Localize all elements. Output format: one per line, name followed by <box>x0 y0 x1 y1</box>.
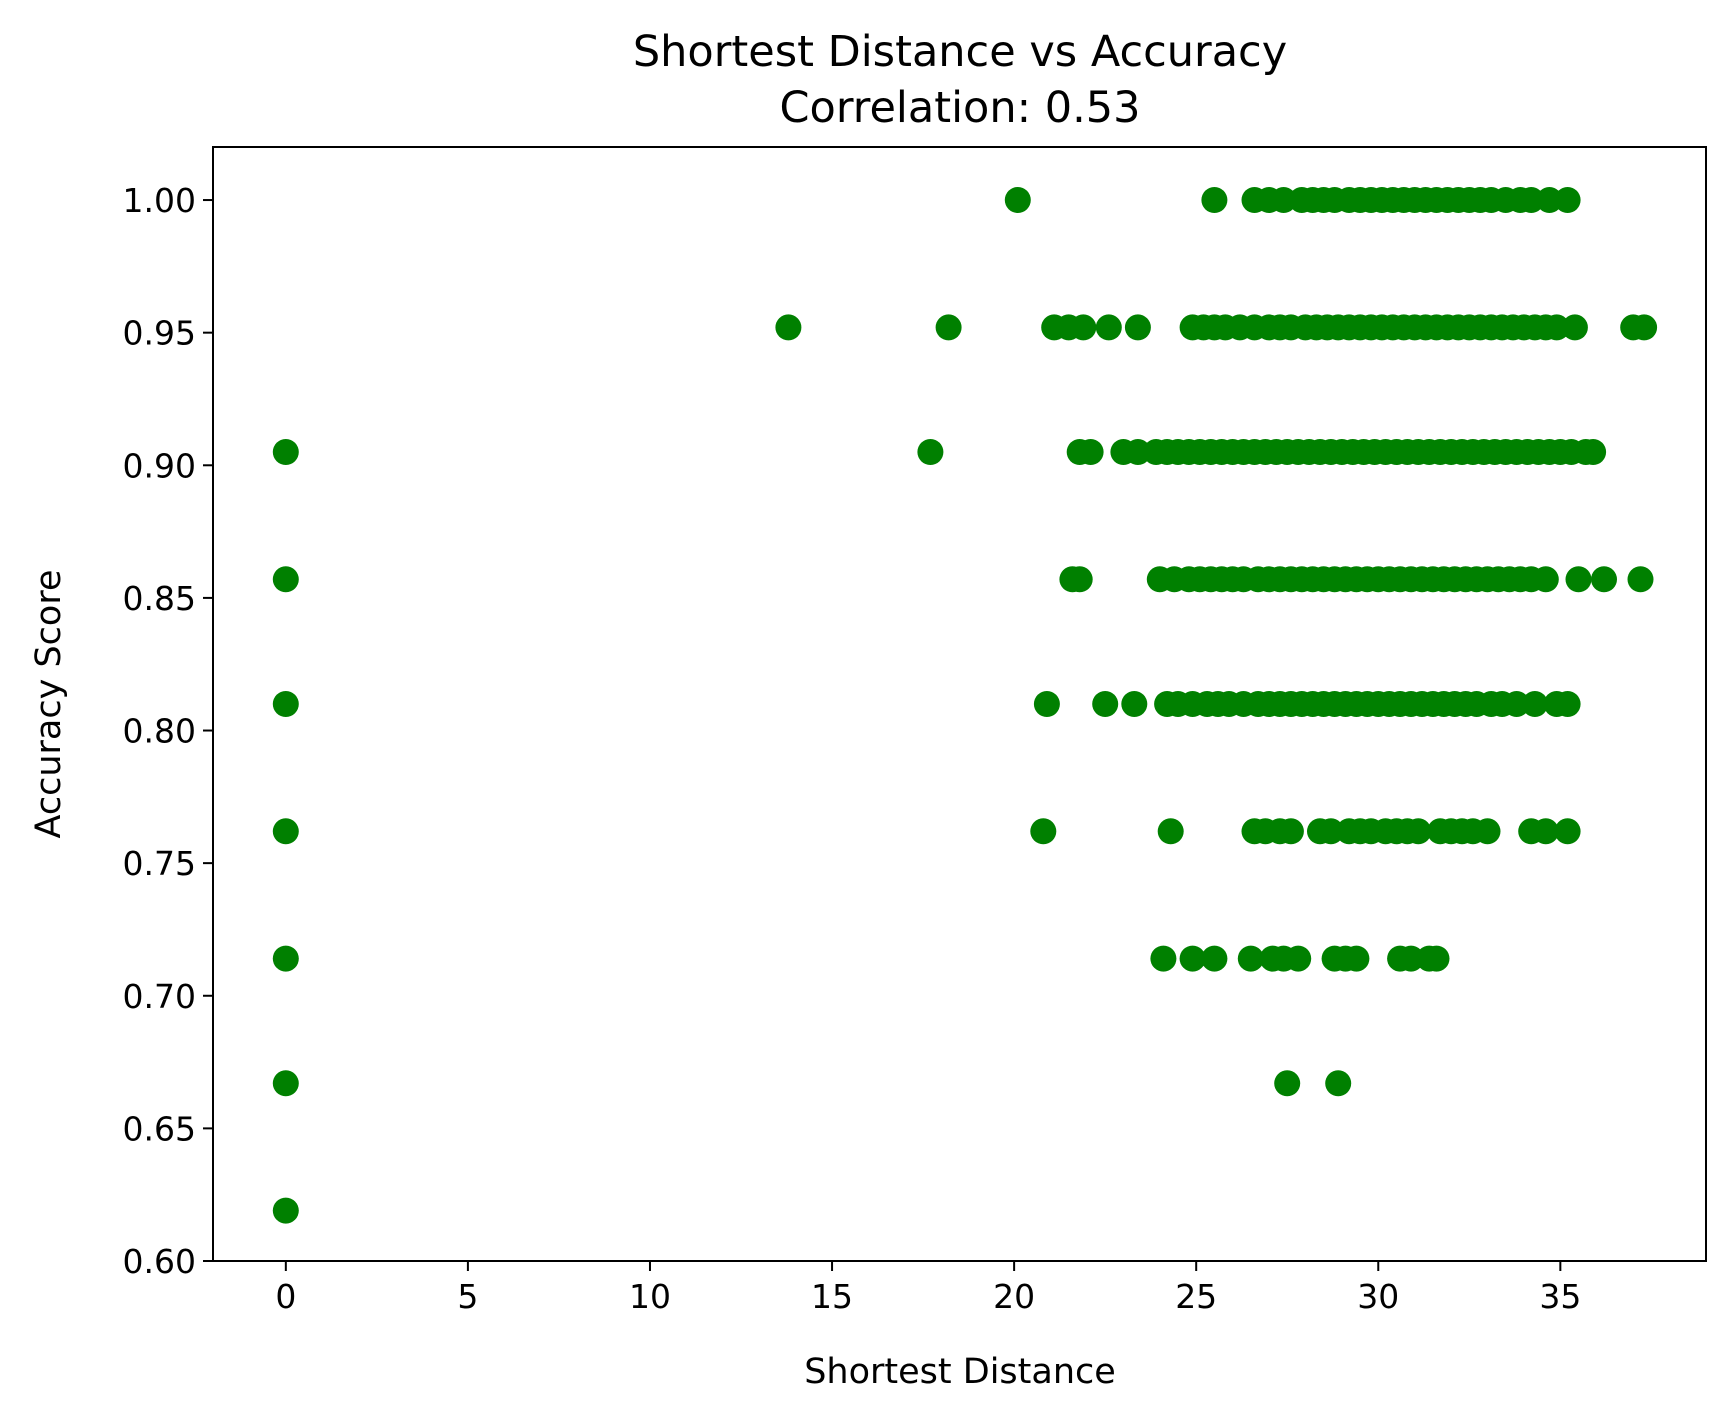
data-point <box>272 691 299 717</box>
data-point <box>1274 1070 1301 1097</box>
data-point <box>1201 945 1228 972</box>
data-point <box>1521 691 1548 717</box>
y-axis-label: Accuracy Score <box>29 570 69 839</box>
data-point <box>1554 187 1581 213</box>
x-tick-label: 0 <box>275 1277 296 1316</box>
y-tick-label: 0.90 <box>123 446 196 485</box>
data-point <box>1270 187 1297 213</box>
data-point <box>1627 566 1654 593</box>
data-point <box>1285 945 1312 972</box>
x-tick-label: 15 <box>811 1277 853 1316</box>
data-point <box>1201 187 1228 213</box>
data-point <box>1066 566 1093 593</box>
data-point <box>272 945 299 972</box>
data-point <box>272 566 299 593</box>
data-point <box>1518 187 1545 213</box>
data-point <box>272 439 299 465</box>
data-point <box>1423 945 1450 972</box>
x-tick-label: 10 <box>629 1277 671 1316</box>
data-point <box>1317 818 1344 845</box>
y-tick-label: 0.85 <box>123 579 196 618</box>
x-tick-label: 20 <box>993 1277 1035 1316</box>
data-point <box>1095 314 1122 341</box>
y-tick-label: 0.60 <box>123 1242 196 1281</box>
data-point <box>1580 439 1607 465</box>
x-axis-ticks: 0 5 10 15 20 25 30 35 <box>275 1261 1581 1316</box>
data-point <box>1503 691 1530 717</box>
data-point <box>1092 691 1119 717</box>
data-point <box>1591 566 1617 593</box>
chart-subtitle: Correlation: 0.53 <box>779 83 1140 133</box>
data-point <box>917 439 944 465</box>
chart-title: Shortest Distance vs Accuracy <box>633 27 1287 77</box>
data-point <box>935 314 962 341</box>
data-point <box>1543 314 1570 341</box>
x-axis-label: Shortest Distance <box>804 1352 1116 1392</box>
y-axis-ticks: 0.60 0.65 0.70 0.75 0.80 0.85 0.90 0.95 1.00 <box>123 181 213 1281</box>
data-point <box>1124 439 1151 465</box>
data-point <box>1631 314 1658 341</box>
x-tick-label: 30 <box>1357 1277 1399 1316</box>
data-point <box>1030 818 1057 845</box>
data-point <box>1077 439 1104 465</box>
y-tick-label: 0.80 <box>123 712 196 751</box>
data-point <box>272 818 299 845</box>
data-point <box>1004 187 1031 213</box>
data-point <box>1554 818 1581 845</box>
y-tick-label: 0.65 <box>123 1109 196 1148</box>
data-point <box>1033 691 1060 717</box>
data-point <box>1343 945 1370 972</box>
data-point <box>1124 314 1151 341</box>
data-point <box>1150 945 1177 972</box>
data-point <box>1070 314 1097 341</box>
plot-frame <box>212 146 1707 1262</box>
data-point <box>1325 1070 1352 1097</box>
data-point <box>272 1197 299 1224</box>
data-point <box>1554 691 1581 717</box>
data-point <box>1237 945 1264 972</box>
y-tick-label: 0.70 <box>123 977 196 1016</box>
data-point <box>1121 691 1148 717</box>
data-point <box>1561 314 1588 341</box>
data-point <box>1157 818 1184 845</box>
data-point <box>272 1070 299 1097</box>
data-point <box>1532 566 1559 593</box>
data-point <box>1565 566 1592 593</box>
data-point <box>775 314 802 341</box>
y-tick-label: 0.95 <box>123 314 196 353</box>
data-point <box>1277 818 1304 845</box>
y-tick-label: 1.00 <box>123 181 196 220</box>
data-point <box>1405 818 1432 845</box>
data-point <box>1532 818 1559 845</box>
data-point <box>1536 187 1563 213</box>
data-point <box>1398 945 1424 972</box>
x-tick-label: 25 <box>1175 1277 1217 1316</box>
data-point <box>1474 818 1501 845</box>
x-tick-label: 5 <box>457 1277 478 1316</box>
data-points <box>272 187 1658 1224</box>
data-point <box>1179 945 1206 972</box>
x-tick-label: 35 <box>1539 1277 1581 1316</box>
y-tick-label: 0.75 <box>123 844 196 883</box>
